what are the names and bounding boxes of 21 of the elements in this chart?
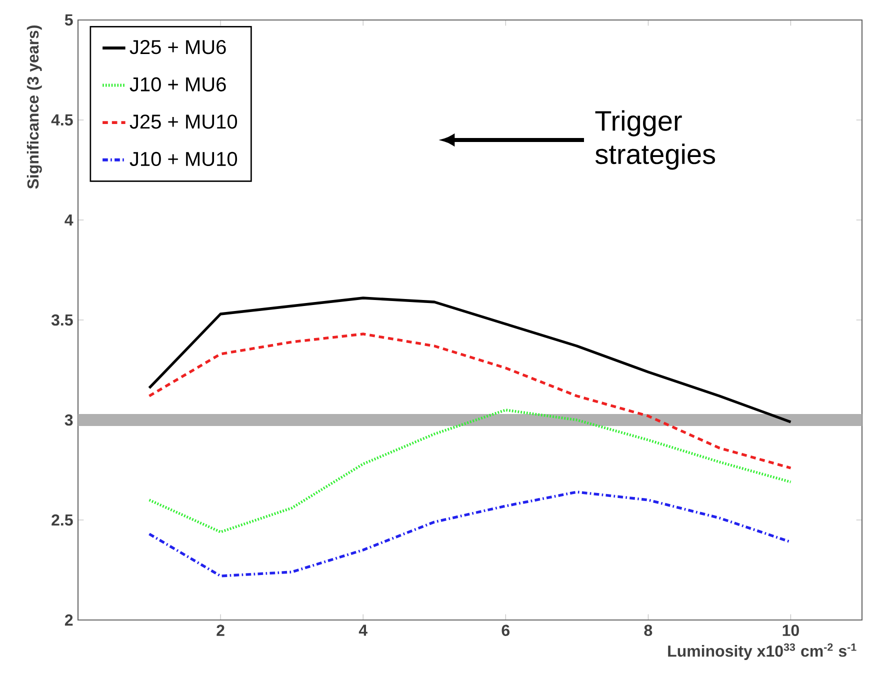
legend-label: J25 + MU6: [130, 40, 226, 54]
y-tick-label: 2: [64, 614, 73, 626]
legend-label: J10 + MU10: [130, 152, 238, 166]
y-tick-label: 3.5: [51, 314, 73, 326]
x-tick-label: 2: [216, 624, 224, 636]
x-tick-label: 4: [358, 624, 368, 636]
y-tick-label: 5: [64, 14, 73, 26]
y-axis-title: Significance (3 years): [26, 26, 42, 189]
annotation: Trigger strategies: [595, 110, 716, 170]
x-tick-label: 8: [644, 624, 652, 636]
y-tick-label: 3: [64, 414, 73, 426]
x-tick-label: 10: [782, 624, 799, 636]
x-axis-title: Luminosity x10$^{33}$ cm$^{-2}$ s$^{-1}$: [668, 643, 856, 660]
x-tick-label: 6: [502, 624, 510, 636]
legend-label: J25 + MU10: [130, 114, 238, 129]
line-series: [148, 408, 792, 534]
line-series: [148, 332, 792, 470]
y-tick-label: 4: [64, 214, 74, 226]
legend-label: J10 + MU6: [130, 77, 226, 92]
y-tick-label: 2.5: [52, 514, 73, 526]
y-tick-label: 4.5: [51, 114, 73, 126]
